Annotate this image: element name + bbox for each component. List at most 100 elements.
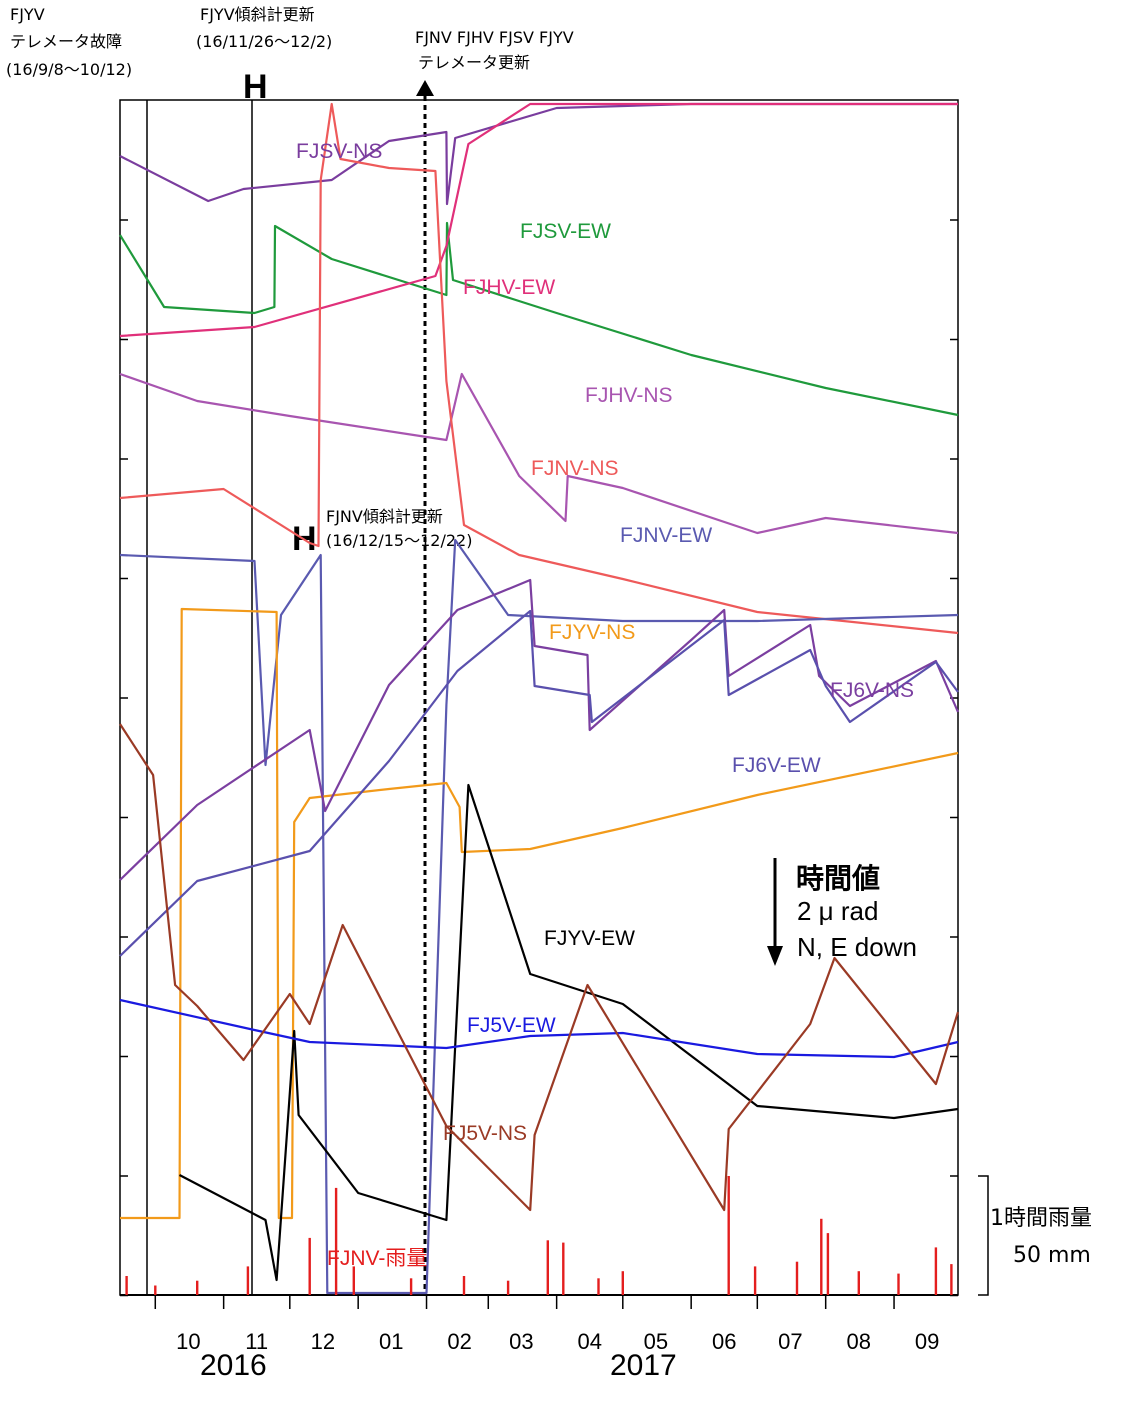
rain-bar [334, 1187, 338, 1295]
series-line-fjhv-ns [119, 372, 959, 535]
series-line-fjnv-ew [119, 538, 959, 1295]
series-labels: FJSV-NS FJSV-EW FJHV-EW FJHV-NS FJNV-NS … [296, 140, 914, 1270]
svg-text:テレメータ故障: テレメータ故障 [10, 32, 122, 51]
rain-scale-bracket [978, 1175, 989, 1296]
rain-bar [562, 1242, 565, 1295]
year-label-2016: 2016 [200, 1349, 267, 1382]
label-fj5v-ns: FJ5V-NS [443, 1122, 527, 1145]
rain-bar [597, 1278, 600, 1295]
x-axis-ticks [154, 1295, 895, 1309]
x-tick-label: 05 [644, 1329, 668, 1354]
annotation-fjyv-failure-line2: テレメータ故障 [10, 32, 122, 51]
rain-scale-title: 1時間雨量 [990, 1206, 1092, 1231]
left-ticks [120, 219, 128, 1297]
svg-text:(16/12/15〜12/22): (16/12/15〜12/22) [326, 531, 472, 550]
x-tick-label: 04 [577, 1329, 601, 1354]
scale-title: 時間値 [796, 862, 880, 895]
series-line-fjsv-ns [119, 102, 958, 206]
rain-bar [621, 1271, 624, 1295]
series-line-fj5v-ns [119, 723, 960, 1212]
label-fjsv-ew: FJSV-EW [520, 220, 611, 243]
x-tick-label: 07 [778, 1329, 802, 1354]
svg-text:(16/9/8〜10/12): (16/9/8〜10/12) [6, 60, 132, 79]
x-tick-label: 12 [311, 1329, 335, 1354]
rain-bar [753, 1266, 757, 1295]
label-fjsv-ns: FJSV-NS [296, 140, 382, 163]
rain-bar [154, 1285, 157, 1295]
label-fjyv-ew: FJYV-EW [544, 927, 635, 950]
annotation-fjyv-update-line1: FJYV傾斜計更新 [200, 5, 315, 24]
rain-bar [897, 1273, 900, 1295]
label-fj6v-ew: FJ6V-EW [732, 754, 821, 777]
series-line-fj5v-ew [119, 998, 959, 1059]
label-fjnv-ns: FJNV-NS [531, 457, 619, 480]
svg-text:テレメータ更新: テレメータ更新 [418, 53, 530, 72]
scale-arrow-head [767, 946, 783, 966]
rain-scale-value: 50 mm [1013, 1243, 1091, 1268]
series-line-fjsv-ew [119, 221, 959, 417]
annotation-telemeter-update-line2: テレメータ更新 [418, 53, 530, 72]
annotation-telemeter-update-line1: FJNV FJHV FJSV FJYV [415, 28, 574, 47]
annotation-fjnv-update-line1: FJNV傾斜計更新 [326, 507, 443, 526]
rain-bar [934, 1247, 938, 1295]
rain-bar [352, 1266, 355, 1295]
rain-bar [857, 1271, 860, 1295]
rain-bar [795, 1261, 799, 1295]
svg-text:FJYV: FJYV [10, 5, 45, 24]
rain-bar [462, 1276, 466, 1295]
series-line-fjnv-ns [119, 102, 959, 635]
series-line-fj6v-ew [119, 609, 959, 957]
x-tick-label: 01 [379, 1329, 403, 1354]
x-tick-label: 02 [447, 1329, 471, 1354]
rain-bar [196, 1280, 199, 1295]
label-fjyv-ns: FJYV-NS [549, 621, 635, 644]
annotation-fjyv-update: FJYV傾斜計更新 (16/11/26〜12/2) H [196, 5, 332, 106]
x-tick-label: 11 [245, 1329, 268, 1354]
right-ticks [950, 219, 958, 1297]
rain-bar [820, 1218, 823, 1295]
rain-bar [125, 1276, 128, 1295]
x-tick-label: 03 [509, 1329, 533, 1354]
year-label-2017: 2017 [610, 1349, 677, 1382]
label-fjhv-ns: FJHV-NS [585, 384, 673, 407]
x-tick-label: 06 [712, 1329, 736, 1354]
tilt-scale: 時間値 2 μ rad N, E down [767, 858, 917, 966]
rain-bar [727, 1176, 730, 1295]
annotation-fjnv-update-line2: (16/12/15〜12/22) [326, 531, 472, 550]
annotation-fjyv-failure: FJYV テレメータ故障 (16/9/8〜10/12) [6, 5, 132, 79]
scale-direction: N, E down [797, 932, 917, 962]
rain-bar [409, 1278, 413, 1295]
svg-text:FJNV FJHV FJSV FJYV: FJNV FJHV FJSV FJYV [415, 28, 574, 47]
rain-bar [950, 1264, 953, 1295]
rain-bar [308, 1237, 311, 1295]
svg-text:FJNV傾斜計更新: FJNV傾斜計更新 [326, 507, 443, 526]
rain-bar [546, 1240, 549, 1295]
rain-bars [125, 1176, 953, 1295]
plot-frame [119, 80, 959, 1297]
x-tick-label: 10 [176, 1329, 200, 1354]
x-tick-label: 08 [847, 1329, 871, 1354]
label-fj6v-ns: FJ6V-NS [830, 679, 914, 702]
annotation-fjyv-update-line2: (16/11/26〜12/2) [196, 32, 332, 51]
rain-bar [246, 1266, 250, 1295]
x-axis-labels: 10 11 12 01 02 03 04 05 06 07 08 09 [176, 1329, 939, 1354]
label-fj5v-ew: FJ5V-EW [467, 1014, 556, 1037]
scale-value: 2 μ rad [797, 896, 878, 926]
label-fjnv-ew: FJNV-EW [620, 524, 712, 547]
label-fjnv-rain: FJNV-雨量 [327, 1247, 427, 1270]
series-line-fjyv-ns [120, 607, 959, 1220]
telemeter-arrow-head [416, 80, 434, 96]
svg-text:FJYV傾斜計更新: FJYV傾斜計更新 [200, 5, 315, 24]
annotation-telemeter-update: FJNV FJHV FJSV FJYV テレメータ更新 [415, 28, 574, 72]
series-line-fjhv-ew [119, 102, 958, 338]
rain-scale: 1時間雨量 50 mm [978, 1175, 1092, 1296]
label-fjhv-ew: FJHV-EW [463, 276, 555, 299]
series-line-fjyv-ew [178, 783, 959, 1282]
rain-bar [506, 1280, 510, 1295]
annotation-fjyv-failure-line3: (16/9/8〜10/12) [6, 60, 132, 79]
series-line-fj6v-ns [119, 578, 960, 881]
rain-bar [826, 1233, 830, 1295]
x-tick-label: 09 [915, 1329, 939, 1354]
svg-text:(16/11/26〜12/2): (16/11/26〜12/2) [196, 32, 332, 51]
